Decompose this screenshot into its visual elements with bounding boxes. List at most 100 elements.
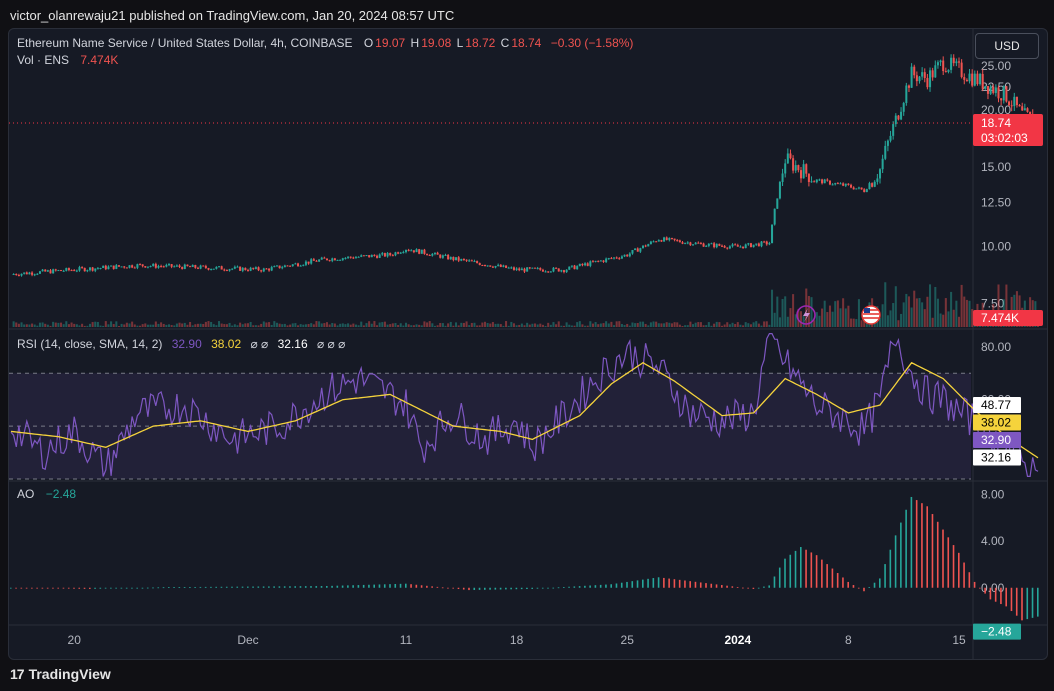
volume-bar [289, 324, 292, 327]
volume-bar [320, 323, 323, 327]
candle-body [939, 60, 942, 63]
tradingview-logo[interactable]: 17 TradingView [10, 666, 111, 682]
chart-frame[interactable]: 25.00 22.50 20.00 15.00 12.50 10.00 7.50 18.74 0… [8, 28, 1048, 660]
volume-bar [950, 291, 953, 327]
candle-body [412, 250, 415, 253]
volume-bar [523, 325, 526, 327]
volume-bar [705, 325, 708, 327]
candle-body [897, 115, 900, 120]
candle-body [483, 264, 487, 266]
candle-body [349, 256, 352, 258]
candle-body [676, 240, 679, 242]
candle-body [265, 268, 268, 270]
ao-tick-label: 8.00 [981, 488, 1005, 502]
candle-body [578, 263, 581, 267]
volume-bar [160, 322, 163, 327]
candle-body [249, 267, 252, 271]
candle-body [170, 264, 173, 267]
candle-body [478, 263, 481, 265]
volume-bar [428, 321, 431, 327]
ao-bar [231, 586, 233, 588]
volume-bar [881, 304, 884, 327]
candle-body [439, 254, 442, 258]
volume-bar [431, 323, 434, 327]
ao-bar [326, 586, 328, 588]
volume-bar [357, 325, 360, 327]
volume-bar [457, 325, 460, 327]
ao-bar [220, 586, 223, 588]
candle-body [565, 269, 568, 273]
candle-body [233, 266, 236, 269]
candle-body [705, 245, 708, 247]
ao-bar [557, 587, 560, 589]
volume-bar [878, 317, 882, 327]
ao-bar [626, 581, 628, 588]
volume-bar [836, 300, 839, 327]
symbol-title[interactable]: Ethereum Name Service / United States Do… [17, 36, 353, 50]
chart-canvas[interactable]: 25.0022.5020.0015.0012.5010.007.5018.740… [9, 29, 1047, 659]
volume-bar [389, 324, 392, 327]
candle-body [391, 255, 394, 257]
rsi-value-tag-label: 32.90 [981, 433, 1011, 447]
volume-bar [423, 321, 426, 327]
candle-body [915, 75, 918, 82]
volume-bar [847, 305, 850, 327]
volume-bar [602, 323, 605, 327]
volume-bar [194, 324, 197, 327]
rsi-value-tag-label: 38.02 [981, 416, 1011, 430]
ao-bar [705, 583, 707, 588]
candle-body [865, 189, 868, 193]
candle-body [341, 258, 344, 260]
volume-bar [455, 322, 458, 327]
candle-body [863, 189, 866, 193]
volume-bar [639, 321, 642, 327]
ao-bar [457, 587, 460, 590]
volume-bar [378, 322, 381, 327]
volume-bar [760, 325, 763, 327]
candle-body [507, 267, 510, 269]
lightning-icon[interactable] [796, 305, 816, 325]
candle-body [252, 267, 255, 269]
candle-body [244, 267, 247, 271]
candle-body [347, 256, 350, 258]
candle-body [591, 261, 594, 263]
candle-body [534, 267, 537, 269]
volume-bar [926, 296, 929, 327]
candle-body [360, 255, 363, 257]
volume-bar [742, 325, 745, 327]
candle-body [807, 173, 810, 182]
ao-bar [505, 587, 507, 590]
volume-bar [331, 323, 334, 327]
ao-bar [852, 585, 855, 588]
ao-legend: AO −2.48 [17, 487, 78, 501]
candle-body [989, 86, 992, 94]
ao-label[interactable]: AO [17, 487, 35, 501]
currency-button[interactable]: USD [975, 33, 1039, 59]
ao-bar [900, 522, 902, 588]
candle-body [117, 265, 120, 267]
candle-body [328, 260, 331, 262]
volume-bar [957, 316, 961, 327]
candle-body [152, 263, 155, 267]
volume-bar [275, 322, 278, 327]
volume-bar [191, 325, 194, 327]
candle-body [165, 264, 168, 267]
volume-bar [565, 322, 568, 327]
candle-body [210, 269, 213, 271]
ao-bar [721, 585, 723, 588]
candle-body [25, 272, 28, 275]
candle-body [452, 256, 455, 261]
rsi-label[interactable]: RSI (14, close, SMA, 14, 2) [17, 337, 163, 351]
candle-body [28, 272, 31, 275]
volume-bar [934, 286, 937, 327]
volume-bar [299, 324, 302, 327]
candle-body [773, 208, 776, 225]
candle-body [291, 264, 294, 267]
candle-body [689, 242, 692, 246]
candle-body [381, 253, 384, 255]
candle-body [426, 253, 429, 255]
volume-bar [402, 325, 405, 327]
volume-bar [162, 323, 165, 327]
volume-bar [628, 325, 631, 327]
volume-bar [249, 321, 252, 327]
